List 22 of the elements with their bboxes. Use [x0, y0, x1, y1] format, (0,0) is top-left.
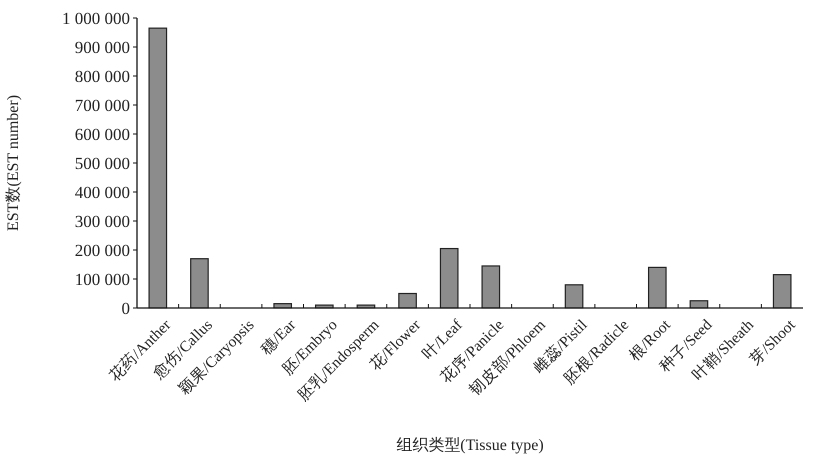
y-tick-label: 200 000 [74, 240, 130, 260]
y-tick-label: 100 000 [74, 270, 130, 289]
y-tick-label: 1 000 000 [62, 8, 130, 28]
bar [190, 258, 209, 309]
bar [440, 248, 459, 309]
bar [148, 28, 168, 309]
y-tick-label: 0 [122, 298, 130, 318]
y-tick-label: 300 000 [74, 212, 130, 231]
y-tick-label: 400 000 [74, 182, 130, 202]
y-tick-label: 600 000 [74, 124, 130, 144]
bar [398, 292, 417, 309]
y-tick-label: 800 000 [74, 66, 130, 86]
y-tick-label: 700 000 [74, 96, 130, 115]
bar [481, 265, 500, 309]
bar [690, 300, 708, 309]
y-tick-label: 900 000 [74, 38, 130, 57]
x-axis-title: 组织类型(Tissue type) [396, 436, 544, 454]
y-axis-title: EST数(EST number) [5, 94, 22, 232]
bar [772, 274, 792, 309]
bar [648, 266, 667, 309]
y-tick-label: 500 000 [74, 154, 130, 173]
bar [564, 284, 584, 309]
